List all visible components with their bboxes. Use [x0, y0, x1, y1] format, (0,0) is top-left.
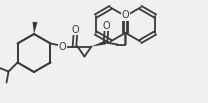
- Polygon shape: [92, 41, 106, 46]
- Text: O: O: [59, 42, 66, 52]
- Text: O: O: [103, 20, 110, 30]
- Text: O: O: [72, 25, 79, 35]
- Polygon shape: [77, 46, 78, 47]
- Text: O: O: [122, 10, 129, 20]
- Polygon shape: [32, 22, 37, 34]
